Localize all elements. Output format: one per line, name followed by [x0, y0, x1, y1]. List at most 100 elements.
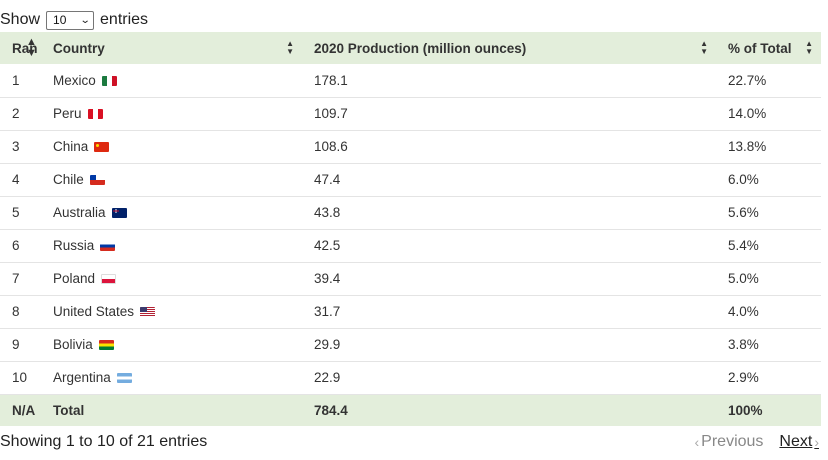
length-menu-prefix: Show [0, 11, 41, 28]
flag-mexico-icon [101, 75, 117, 86]
pct-cell: 4.0% [728, 304, 759, 319]
country-cell: Poland [41, 262, 302, 295]
pct-cell: 5.4% [728, 238, 759, 253]
table-row: 2 Peru 109.7 14.0% [0, 97, 821, 130]
production-cell: 109.7 [314, 106, 348, 121]
rank-cell: 10 [12, 370, 28, 385]
footer-rank: N/A [12, 402, 36, 418]
flag-united-states-icon [140, 307, 156, 317]
footer-pct: 100% [728, 402, 763, 418]
production-cell: 43.8 [314, 205, 341, 220]
country-name: Mexico [53, 72, 96, 88]
header-country-label: Country [53, 40, 105, 56]
chevron-left-icon: ‹ [694, 434, 700, 450]
sort-both-icon: ▲ ▼ [26, 36, 37, 59]
pagination: ‹ Previous Next › [693, 433, 822, 451]
country-name: United States [53, 304, 135, 319]
silver-production-table: Rank▲▼ Country▲▼ 2020 Production (millio… [0, 32, 821, 426]
production-cell: 31.7 [314, 304, 341, 319]
production-cell: 29.9 [314, 337, 341, 352]
rank-cell: 3 [12, 139, 20, 154]
country-cell: Chile [41, 163, 302, 196]
sort-both-icon: ▲ ▼ [286, 39, 294, 56]
table-header-row: Rank▲▼ Country▲▼ 2020 Production (millio… [0, 32, 821, 64]
footer-country: Total [53, 402, 85, 418]
country-name: Australia [53, 205, 106, 220]
country-name: China [53, 139, 89, 154]
sort-both-icon: ▲ ▼ [805, 39, 813, 56]
production-cell: 47.4 [314, 172, 341, 187]
pct-cell: 3.8% [728, 337, 759, 352]
table-row: 1 Mexico 178.1 22.7% [0, 64, 821, 97]
pct-cell: 14.0% [728, 106, 767, 121]
header-pct[interactable]: % of Total ▲ ▼ [716, 32, 821, 64]
rank-cell: 4 [12, 172, 20, 187]
flag-poland-icon [101, 274, 117, 284]
country-name: Russia [53, 238, 95, 253]
rank-cell: 9 [12, 337, 20, 352]
flag-china-icon [94, 142, 110, 152]
table-row: 3 China 108.6 13.8% [0, 130, 821, 163]
pct-cell: 6.0% [728, 172, 759, 187]
country-cell: China [41, 130, 302, 163]
country-name: Peru [53, 106, 82, 121]
country-name: Chile [53, 172, 84, 187]
rank-cell: 5 [12, 205, 20, 220]
table-row: 10 Argentina 22.9 2.9% [0, 361, 821, 394]
pct-cell: 13.8% [728, 139, 767, 154]
header-production-label: 2020 Production (million ounces) [314, 40, 527, 56]
footer-production: 784.4 [314, 402, 348, 418]
table-footer-row: N/A Total 784.4 100% [0, 394, 821, 426]
next-button[interactable]: Next › [779, 433, 821, 451]
pct-cell: 2.9% [728, 370, 759, 385]
length-menu-suffix: entries [100, 11, 149, 28]
table-row: 5 Australia 43.8 5.6% [0, 196, 821, 229]
production-cell: 22.9 [314, 370, 341, 385]
entries-per-page-select[interactable]: 10 ⌄ [46, 10, 95, 30]
pct-cell: 5.0% [728, 271, 759, 286]
entries-per-page-value: 10 [53, 13, 67, 27]
production-cell: 178.1 [314, 72, 348, 88]
country-name: Poland [53, 271, 96, 286]
country-cell: Bolivia [41, 328, 302, 361]
pct-cell: 5.6% [728, 205, 759, 220]
table-row: 8 United States 31.7 4.0% [0, 295, 821, 328]
rank-cell: 2 [12, 106, 20, 121]
flag-chile-icon [89, 175, 105, 185]
previous-button[interactable]: ‹ Previous [693, 433, 764, 451]
flag-peru-icon [87, 109, 103, 119]
pct-cell: 22.7% [728, 72, 767, 88]
header-production[interactable]: 2020 Production (million ounces) ▲ ▼ [302, 32, 716, 64]
rank-cell: 7 [12, 271, 20, 286]
country-cell: Russia [41, 229, 302, 262]
production-cell: 108.6 [314, 139, 348, 154]
flag-bolivia-icon [98, 340, 114, 350]
sort-both-icon: ▲ ▼ [700, 39, 708, 56]
table-info: Showing 1 to 10 of 21 entries [0, 433, 208, 450]
header-rank[interactable]: Rank▲▼ [0, 32, 41, 64]
chevron-down-icon: ⌄ [79, 14, 91, 26]
country-cell: United States [41, 295, 302, 328]
previous-label: Previous [701, 433, 764, 450]
rank-cell: 1 [12, 72, 20, 88]
country-name: Bolivia [53, 337, 93, 352]
next-label: Next [779, 433, 813, 450]
country-cell: Mexico [41, 64, 302, 97]
chevron-right-icon: › [814, 434, 819, 450]
header-pct-label: % of Total [728, 40, 792, 56]
length-menu: Show 10 ⌄ entries [0, 8, 148, 32]
flag-australia-icon [111, 208, 127, 218]
rank-cell: 8 [12, 304, 20, 319]
flag-russia-icon [100, 241, 116, 251]
rank-cell: 6 [12, 238, 20, 253]
table-row: 6 Russia 42.5 5.4% [0, 229, 821, 262]
country-name: Argentina [53, 370, 111, 385]
header-rank-label: Rank [12, 40, 38, 56]
production-cell: 39.4 [314, 271, 341, 286]
country-cell: Peru [41, 97, 302, 130]
production-cell: 42.5 [314, 238, 341, 253]
flag-argentina-icon [116, 373, 132, 383]
table-row: 4 Chile 47.4 6.0% [0, 163, 821, 196]
country-cell: Australia [41, 196, 302, 229]
header-country[interactable]: Country ▲ ▼ [41, 32, 302, 64]
